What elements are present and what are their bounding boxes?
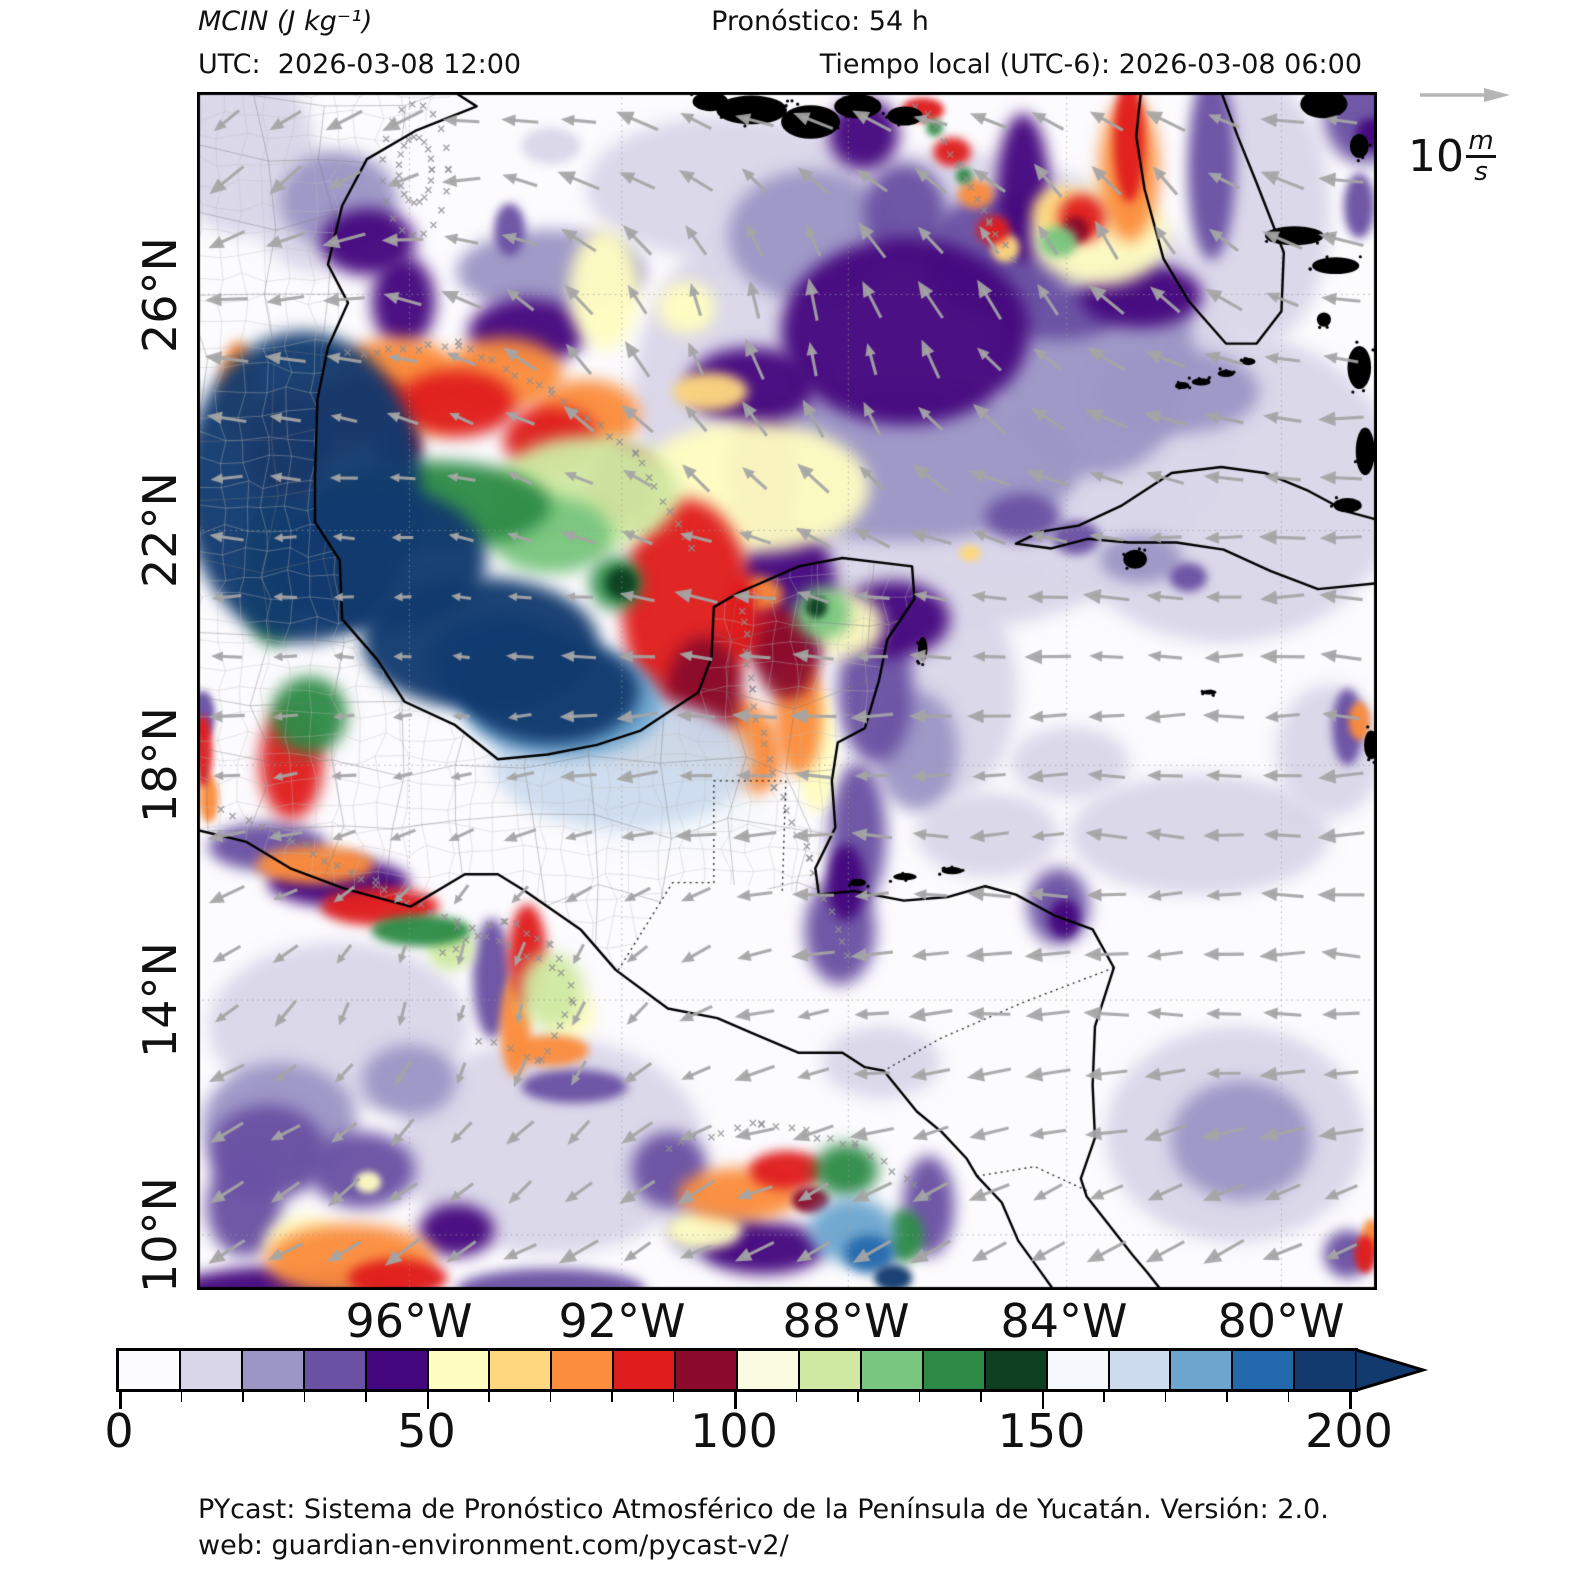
y-tick-22N: 22°N xyxy=(133,472,187,588)
colorbar-tick-label: 200 xyxy=(1305,1404,1393,1458)
colorbar-minor-tick xyxy=(1103,1392,1105,1402)
x-tick-96W: 96°W xyxy=(345,1294,473,1348)
colorbar-minor-tick xyxy=(857,1392,859,1402)
colorbar-tick-label: 0 xyxy=(104,1404,134,1458)
colorbar-segment xyxy=(428,1351,491,1389)
wind-reference-value: 10 xyxy=(1408,130,1464,182)
colorbar-minor-tick xyxy=(1226,1392,1228,1402)
colorbar-tick-label: 150 xyxy=(997,1404,1086,1458)
x-tick-92W: 92°W xyxy=(558,1294,686,1348)
colorbar-major-tick xyxy=(734,1392,737,1409)
colorbar-major-tick xyxy=(1041,1392,1044,1409)
colorbar-tick-label: 50 xyxy=(397,1404,456,1458)
footer-system-name: PYcast: Sistema de Pronóstico Atmosféric… xyxy=(198,1494,1329,1525)
colorbar-tick-label: 100 xyxy=(690,1404,778,1458)
colorbar xyxy=(116,1348,1358,1392)
local-time-label: Tiempo local (UTC-6): 2026-03-08 06:00 xyxy=(819,49,1362,80)
y-tick-10N: 10°N xyxy=(133,1177,187,1293)
colorbar-segment xyxy=(1171,1351,1234,1389)
y-tick-18N: 18°N xyxy=(133,707,187,823)
colorbar-minor-tick xyxy=(488,1392,490,1402)
colorbar-minor-tick xyxy=(549,1392,552,1402)
colorbar-segment xyxy=(1295,1351,1356,1389)
colorbar-segment xyxy=(1047,1351,1110,1389)
colorbar-segment xyxy=(738,1351,800,1389)
colorbar-minor-tick xyxy=(980,1392,982,1402)
weather-map xyxy=(197,92,1377,1290)
colorbar-segment xyxy=(614,1351,677,1389)
variable-title: MCIN (J kg⁻¹) xyxy=(198,6,373,37)
colorbar-minor-tick xyxy=(242,1392,244,1402)
colorbar-minor-tick xyxy=(365,1392,367,1402)
colorbar-minor-tick xyxy=(611,1392,613,1402)
colorbar-segment xyxy=(242,1351,305,1389)
colorbar-segment xyxy=(799,1351,862,1389)
y-tick-26N: 26°N xyxy=(133,237,187,353)
colorbar-segment xyxy=(180,1351,243,1389)
x-tick-84W: 84°W xyxy=(1000,1294,1128,1348)
forecast-lead-time: Pronóstico: 54 h xyxy=(711,6,929,37)
colorbar-segment xyxy=(985,1351,1048,1389)
colorbar-segment xyxy=(676,1351,739,1389)
utc-time-label: UTC: 2026-03-08 12:00 xyxy=(198,49,522,80)
colorbar-major-tick xyxy=(426,1392,429,1409)
colorbar-minor-tick xyxy=(918,1392,921,1402)
footer-website: web: guardian-environment.com/pycast-v2/ xyxy=(198,1530,789,1561)
colorbar-ticks xyxy=(0,1392,1574,1412)
colorbar-segment xyxy=(1233,1351,1296,1389)
x-tick-80W: 80°W xyxy=(1217,1294,1345,1348)
colorbar-extend-arrow xyxy=(1355,1348,1429,1392)
y-tick-14N: 14°N xyxy=(133,942,187,1058)
colorbar-major-tick xyxy=(1349,1392,1352,1409)
colorbar-segment xyxy=(366,1351,429,1389)
colorbar-minor-tick xyxy=(303,1392,306,1402)
x-tick-88W: 88°W xyxy=(782,1294,910,1348)
wind-reference-arrow-icon xyxy=(1420,88,1510,102)
wind-reference-label: 10 m s xyxy=(1408,128,1496,185)
colorbar-minor-tick xyxy=(1164,1392,1167,1402)
colorbar-segment xyxy=(304,1351,367,1389)
colorbar-segment xyxy=(490,1351,553,1389)
colorbar-segment xyxy=(552,1351,615,1389)
colorbar-minor-tick xyxy=(795,1392,798,1402)
colorbar-minor-tick xyxy=(180,1392,183,1402)
colorbar-minor-tick xyxy=(1287,1392,1290,1402)
colorbar-segment xyxy=(119,1351,181,1389)
colorbar-minor-tick xyxy=(672,1392,675,1402)
colorbar-segment xyxy=(923,1351,986,1389)
colorbar-segment xyxy=(1109,1351,1172,1389)
colorbar-major-tick xyxy=(119,1392,122,1409)
colorbar-segment xyxy=(861,1351,924,1389)
